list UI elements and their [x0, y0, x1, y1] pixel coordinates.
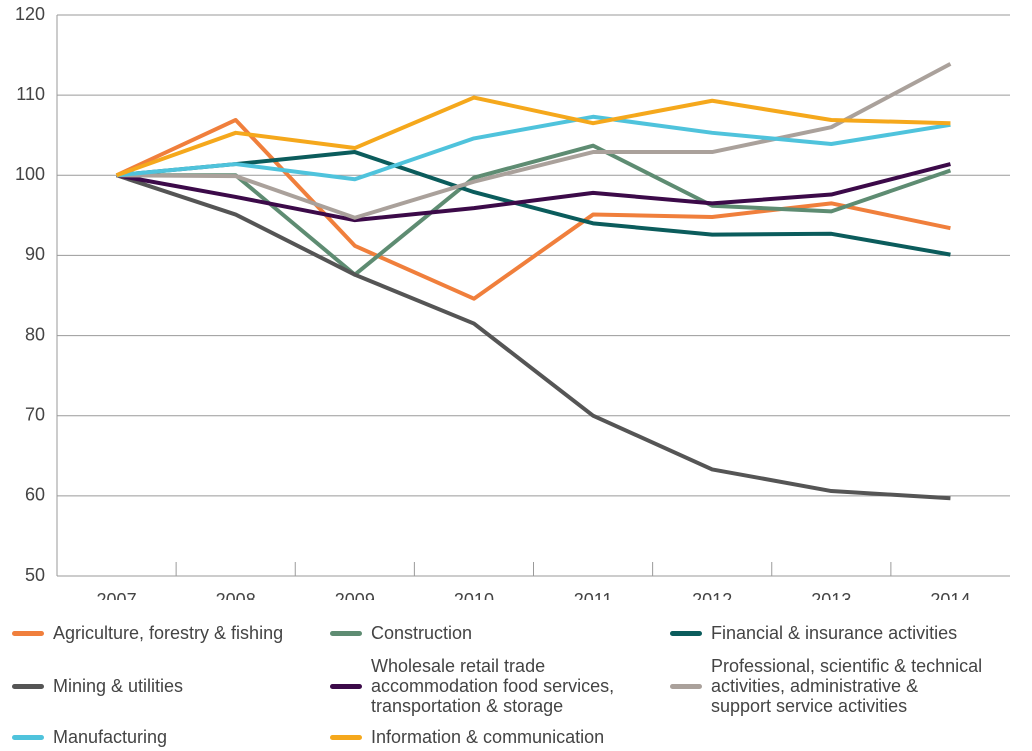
legend-label: Wholesale retail trade accommodation foo…: [371, 656, 615, 716]
series-line: [115, 173, 951, 501]
x-tick-label: 2013: [811, 590, 851, 600]
legend-label: Professional, scientific & technical act…: [711, 656, 983, 716]
series-line: [116, 114, 951, 182]
legend-item: Mining & utilities: [12, 676, 183, 696]
legend-swatch: [670, 683, 702, 689]
legend-label: Agriculture, forestry & fishing: [53, 623, 284, 643]
legend-label: Manufacturing: [53, 727, 168, 747]
legend-swatch: [12, 630, 44, 636]
legend-item: Information & communication: [330, 727, 604, 747]
legend-label: Information & communication: [371, 727, 605, 747]
series-line: [116, 143, 952, 277]
legend-item: Construction: [330, 623, 472, 643]
x-tick-label: 2009: [335, 590, 375, 600]
series-line: [116, 162, 951, 223]
series-line: [115, 95, 951, 178]
y-tick-label: 60: [25, 485, 45, 505]
chart: 50 60 70 80 90 100 110 120 2007 2008 2009 2010 2011 2…: [15, 4, 1010, 600]
legend-label: Mining & utilities: [53, 676, 184, 696]
legend-item: Professional, scientific & technical act…: [670, 656, 982, 716]
legend-item: Agriculture, forestry & fishing: [12, 623, 283, 643]
legend-item: Wholesale retail trade accommodation foo…: [330, 656, 614, 716]
y-tick-label: 70: [25, 404, 45, 424]
series-line: [115, 117, 951, 301]
legend-swatch: [330, 734, 362, 740]
legend-swatch: [330, 683, 362, 689]
y-tick-label: 120: [15, 4, 45, 24]
legend-swatch: [12, 734, 44, 740]
legend-swatch: [12, 683, 44, 689]
x-tick-label: 2007: [97, 590, 137, 600]
x-tick-label: 2010: [454, 590, 494, 600]
x-tick-label: 2012: [692, 590, 732, 600]
y-tick-label: 110: [16, 84, 45, 104]
y-tick-label: 80: [25, 324, 45, 344]
y-tick-label: 100: [15, 164, 45, 184]
legend-item: Manufacturing: [12, 727, 167, 747]
legend-item: Financial & insurance activities: [670, 623, 957, 643]
y-tick-label: 50: [25, 565, 45, 585]
x-tick-label: 2014: [930, 590, 970, 600]
x-tick-label: 2011: [574, 590, 613, 600]
series-line: [116, 62, 952, 220]
x-tick-label: 2008: [216, 590, 256, 600]
legend-swatch: [330, 630, 362, 636]
legend-label: Construction: [371, 623, 473, 643]
legend-swatch: [670, 630, 702, 636]
series-line: [116, 150, 951, 257]
y-tick-label: 90: [25, 244, 45, 264]
legend-label: Financial & insurance activities: [711, 623, 958, 643]
